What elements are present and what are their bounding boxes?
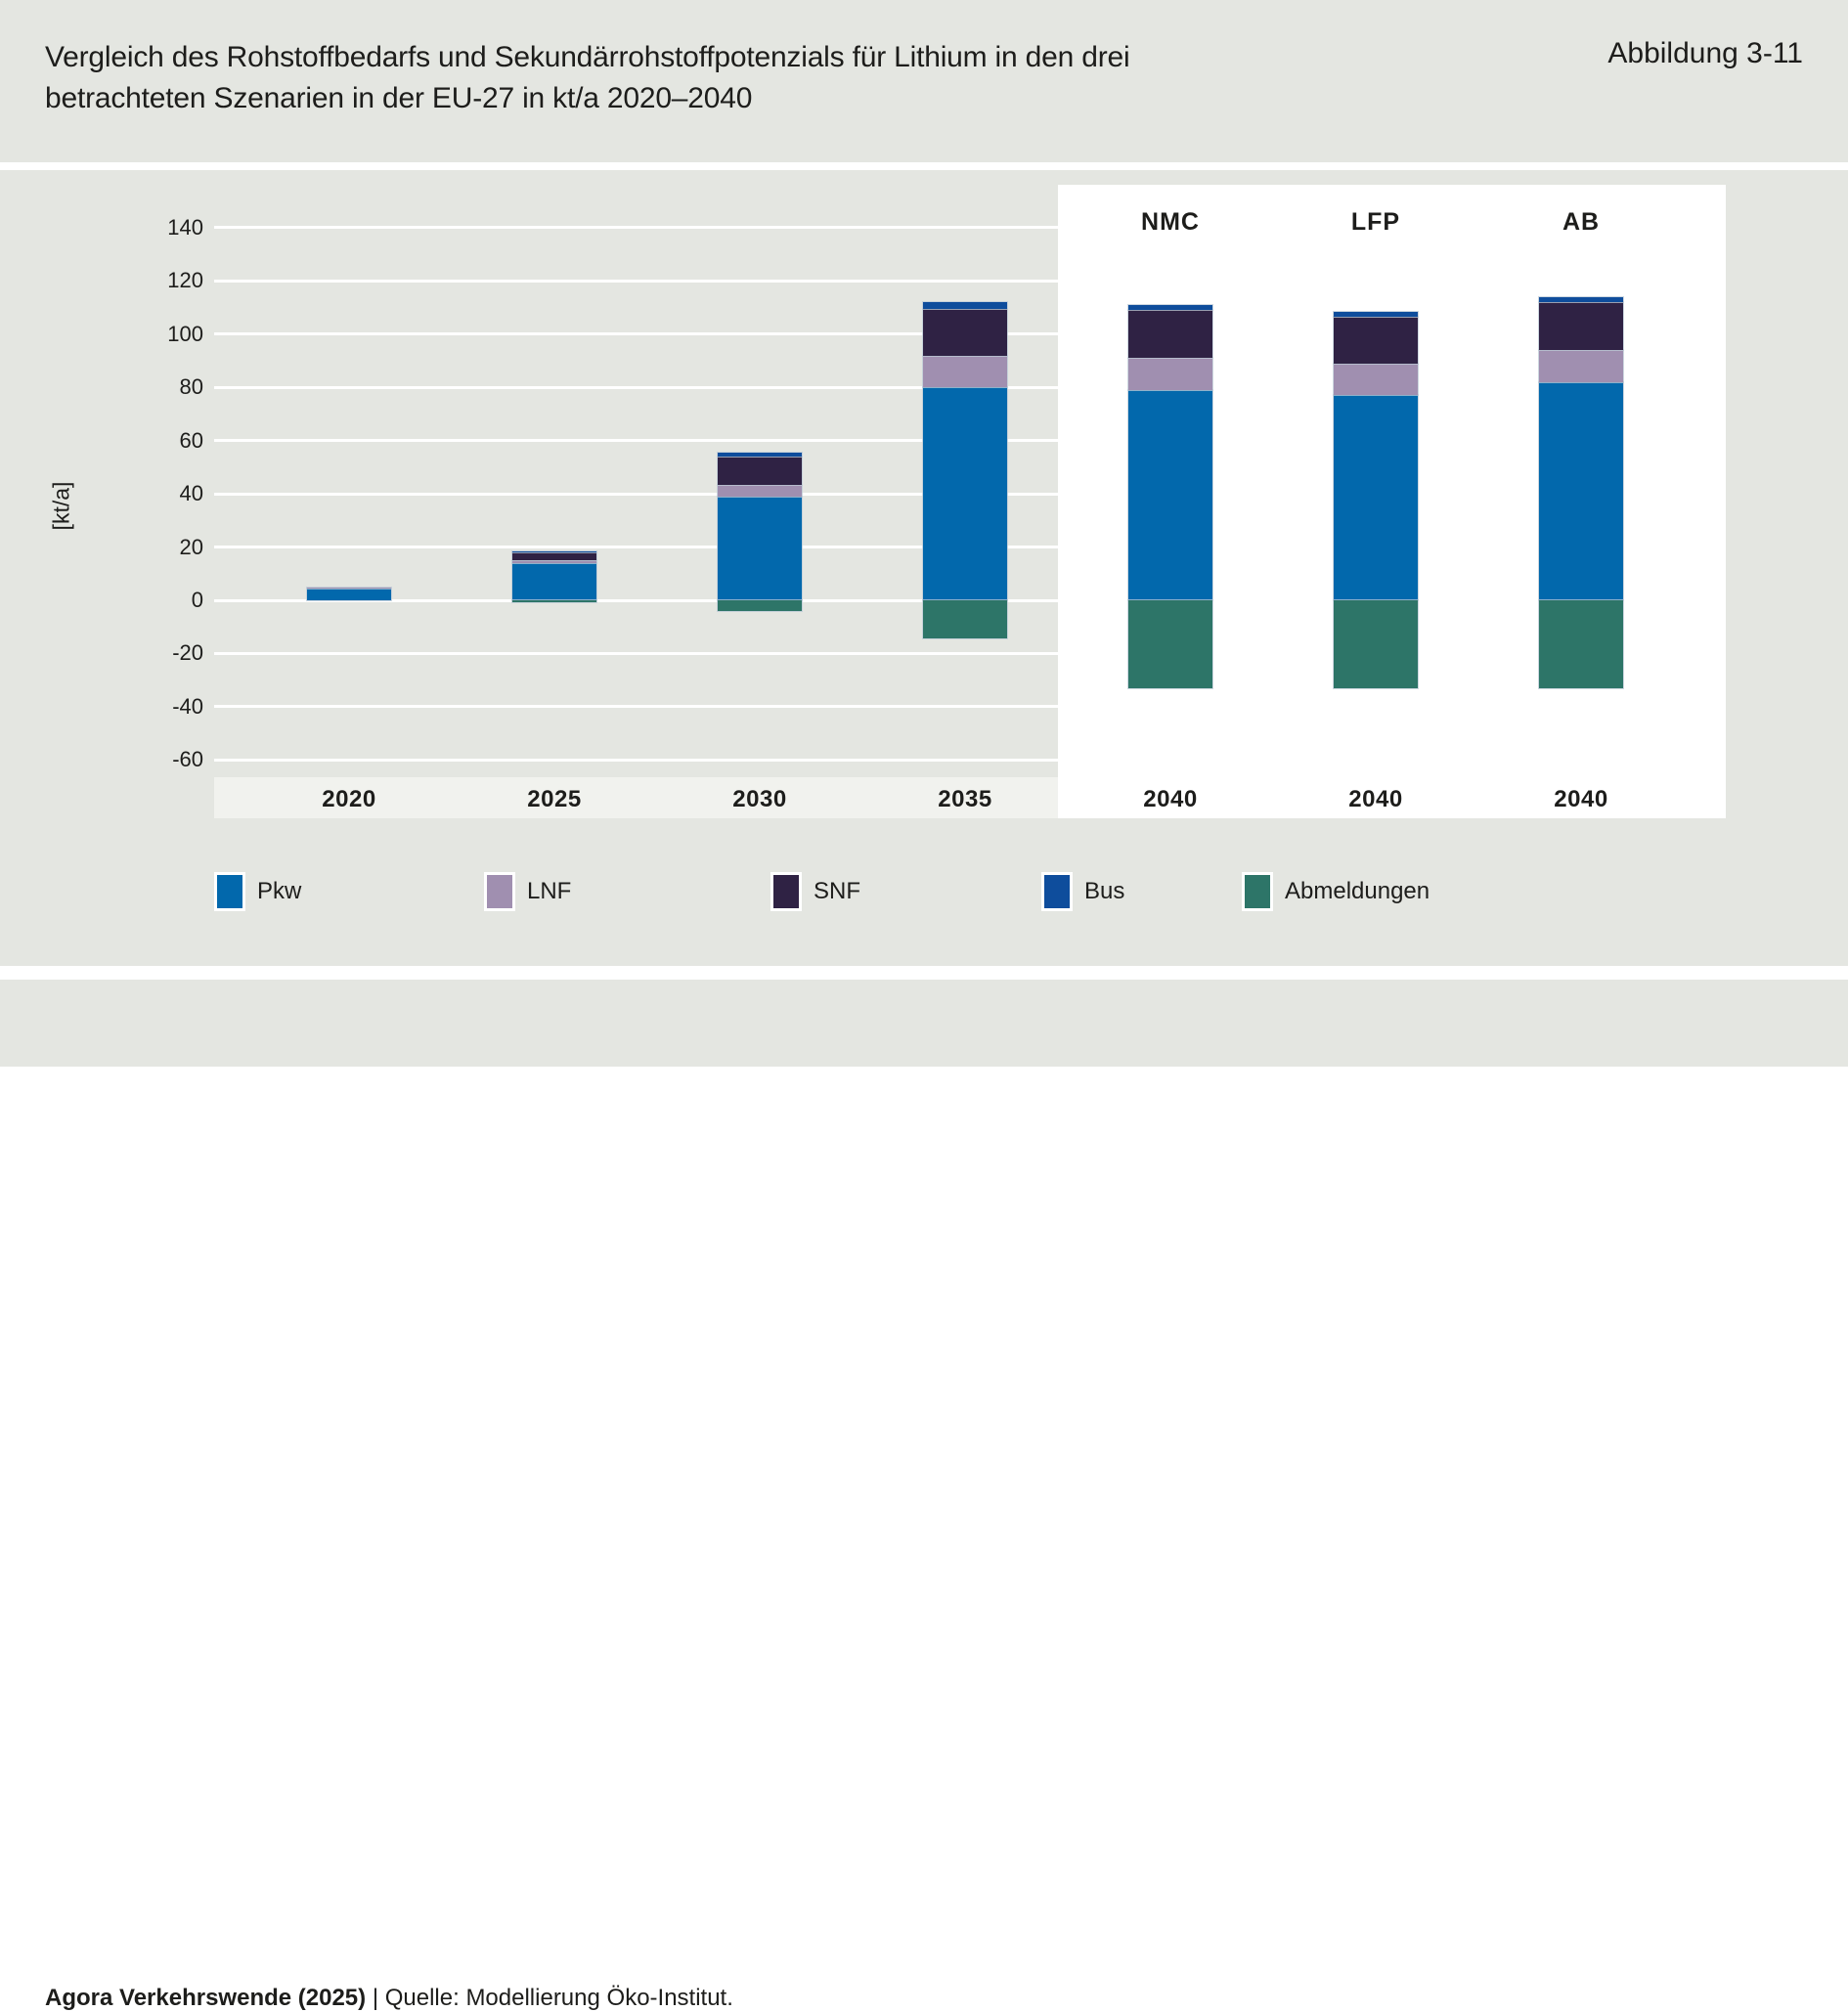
- xlabel-2025-1: 2025: [527, 786, 582, 812]
- legend-swatch-snf: [770, 872, 802, 911]
- xlabel-2040-4: 2040: [1143, 786, 1198, 812]
- bar-2030-abmeldungen-segment: [718, 600, 802, 611]
- bar-2040-abmeldungen-segment: [1539, 600, 1623, 688]
- legend-label-pkw: Pkw: [257, 878, 302, 904]
- source-attribution: Agora Verkehrswende (2025) | Quelle: Mod…: [45, 1985, 733, 2012]
- legend-label-abmeldungen: Abmeldungen: [1285, 878, 1430, 904]
- ytick-20: 20: [179, 534, 203, 559]
- bar-2040-pkw-segment: [1539, 381, 1623, 600]
- gridline--40: [214, 705, 1726, 709]
- bar-2040-pkw-segment: [1334, 395, 1418, 600]
- legend-label-bus: Bus: [1084, 878, 1125, 904]
- xlabel-2040-6: 2040: [1554, 786, 1608, 812]
- chart-title: Vergleich des Rohstoffbedarfs und Sekund…: [45, 37, 1306, 119]
- legend-swatch-pkw: [214, 872, 245, 911]
- bar-2040-pkw-segment: [1128, 389, 1212, 600]
- header-band: Vergleich des Rohstoffbedarfs und Sekund…: [0, 0, 1848, 162]
- bar-2035-pkw-segment: [923, 387, 1007, 600]
- legend-swatch-abmeldungen: [1242, 872, 1273, 911]
- scenario-label-lfp: LFP: [1350, 208, 1401, 236]
- ytick-0: 0: [191, 588, 203, 612]
- y-axis-title: [kt/a]: [48, 481, 74, 531]
- ytick--60: -60: [172, 747, 203, 772]
- bar-2040-lnf-segment: [1128, 358, 1212, 390]
- bar-2035-bus-segment: [923, 302, 1007, 309]
- scenario-label-nmc: NMC: [1141, 208, 1200, 236]
- bar-2025-pkw-segment: [512, 562, 596, 600]
- xlabel-2040-5: 2040: [1348, 786, 1403, 812]
- legend-swatch-bus: [1041, 872, 1073, 911]
- gridline-140: [214, 226, 1726, 230]
- ytick-40: 40: [179, 481, 203, 506]
- bar-2035-lnf-segment: [923, 355, 1007, 388]
- bar-2040-abmeldungen-segment: [1334, 600, 1418, 688]
- bar-2040-snf-segment: [1539, 302, 1623, 351]
- bar-2025-lnf-segment: [512, 560, 596, 563]
- footer-band: Agora Verkehrswende (2025) | Quelle: Mod…: [0, 980, 1848, 2011]
- bar-2040-bus-segment: [1539, 296, 1623, 303]
- bar-2040-snf-segment: [1128, 310, 1212, 359]
- gridline-120: [214, 279, 1726, 283]
- xlabel-2030-2: 2030: [732, 786, 787, 812]
- bar-2030-bus-segment: [718, 452, 802, 457]
- title-line-2: betrachteten Szenarien in der EU-27 in k…: [45, 82, 753, 114]
- ytick--40: -40: [172, 693, 203, 719]
- bar-2025-snf-segment: [512, 551, 596, 561]
- panel-gridline--40: [1066, 705, 1718, 709]
- ytick-80: 80: [179, 374, 203, 400]
- ytick-140: 140: [167, 214, 203, 240]
- bar-2040-abmeldungen-segment: [1128, 600, 1212, 688]
- legend-label-lnf: LNF: [527, 878, 572, 904]
- bar-2040-bus-segment: [1128, 304, 1212, 311]
- ytick-120: 120: [167, 268, 203, 293]
- ytick--20: -20: [172, 640, 203, 666]
- source-detail: | Quelle: Modellierung Öko-Institut.: [366, 1985, 733, 2011]
- bar-2040-snf-segment: [1334, 317, 1418, 364]
- figure-number-label: Abbildung 3-11: [1607, 37, 1803, 69]
- legend-swatch-lnf: [484, 872, 515, 911]
- bar-2035-abmeldungen-segment: [923, 600, 1007, 639]
- bar-2040-bus-segment: [1334, 311, 1418, 318]
- ytick-100: 100: [167, 321, 203, 346]
- bar-2040-lnf-segment: [1539, 350, 1623, 382]
- xlabel-2035-3: 2035: [938, 786, 992, 812]
- x-axis-strip: [214, 777, 1058, 818]
- source-publisher: Agora Verkehrswende (2025): [45, 1985, 367, 2011]
- bar-2025-abmeldungen-segment: [512, 600, 596, 602]
- panel-gridline--60: [1066, 758, 1718, 762]
- title-line-1: Vergleich des Rohstoffbedarfs und Sekund…: [45, 41, 1130, 73]
- bar-2030-snf-segment: [718, 456, 802, 485]
- panel-gridline-120: [1066, 279, 1718, 283]
- xlabel-2020-0: 2020: [322, 786, 376, 812]
- legend-label-snf: SNF: [814, 878, 860, 904]
- bar-2020-lnf-segment: [307, 587, 391, 589]
- bar-2030-pkw-segment: [718, 496, 802, 600]
- gridline--60: [214, 758, 1726, 762]
- bar-2035-snf-segment: [923, 308, 1007, 356]
- ytick-60: 60: [179, 427, 203, 453]
- bar-2020-pkw-segment: [307, 588, 391, 600]
- gridline--20: [214, 651, 1726, 655]
- bar-2030-lnf-segment: [718, 484, 802, 497]
- stacked-bar-chart: NMC LFP AB [kt/a] 140 120 100 80 60 40 20 0 -20 -40…: [0, 170, 1848, 966]
- bar-2040-lnf-segment: [1334, 363, 1418, 396]
- bar-2025-bus-segment: [512, 550, 596, 552]
- scenario-label-ab: AB: [1562, 208, 1601, 236]
